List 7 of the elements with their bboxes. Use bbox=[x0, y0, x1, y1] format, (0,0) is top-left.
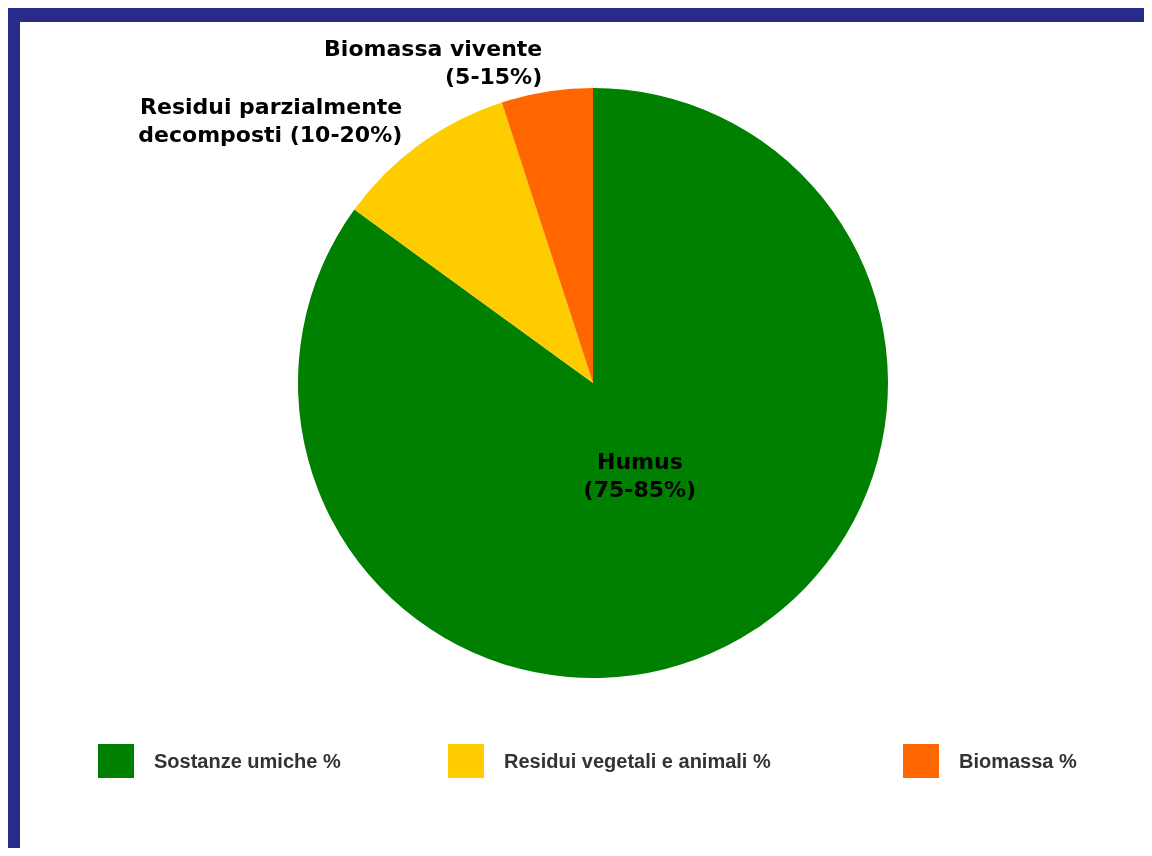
legend-label: Sostanze umiche % bbox=[154, 750, 341, 772]
text: Residui parzialmente decomposti (10-20%) bbox=[138, 94, 403, 148]
pie-slice bbox=[501, 88, 593, 383]
legend-label: Biomassa % bbox=[959, 750, 1078, 772]
text: Humus (75-85%) bbox=[583, 449, 697, 502]
legend-label: Residui vegetali e animali % bbox=[504, 750, 771, 772]
text: Biomassa vivente (5-15%) bbox=[324, 36, 543, 90]
